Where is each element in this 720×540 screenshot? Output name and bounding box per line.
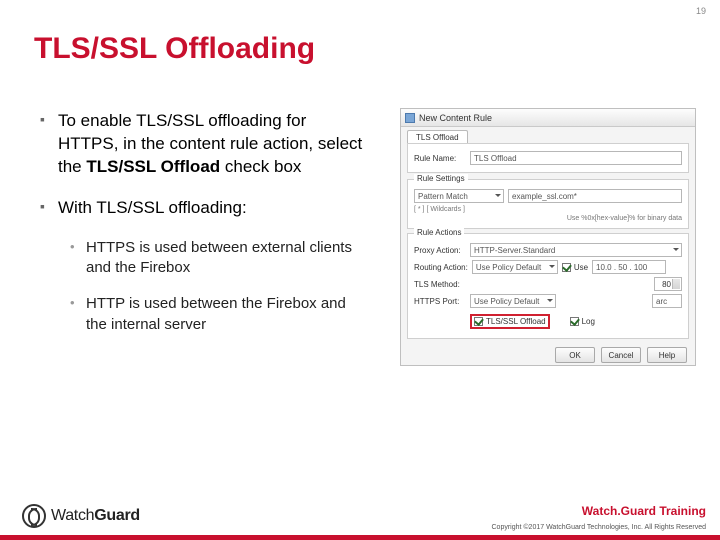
slide: 19 TLS/SSL Offloading ▪ To enable TLS/SS… <box>0 0 720 540</box>
https-port-combo[interactable]: Use Policy Default <box>470 294 556 308</box>
rule-actions-group: Rule Actions Proxy Action: HTTP-Server.S… <box>407 233 689 339</box>
footer: WatchGuard Watch.Guard Training Copyrigh… <box>0 490 720 540</box>
bullet-1-text: To enable TLS/SSL offloading for HTTPS, … <box>58 110 370 179</box>
cancel-button[interactable]: Cancel <box>601 347 641 363</box>
pattern-value-field[interactable]: example_ssl.com* <box>508 189 682 203</box>
tab-tls-offload[interactable]: TLS Offload <box>407 130 468 143</box>
https-port-label: HTTPS Port: <box>414 297 466 306</box>
ok-button[interactable]: OK <box>555 347 595 363</box>
bullet-2b-text: HTTP is used between the Firebox and the… <box>86 294 370 335</box>
training-label: Watch.Guard Training <box>582 504 706 518</box>
help-button[interactable]: Help <box>647 347 687 363</box>
logo-word2: Guard <box>94 507 140 524</box>
bullet-2: ▪ With TLS/SSL offloading: <box>40 197 370 220</box>
logo-word1: Watch <box>51 507 94 524</box>
routing-action-label: Routing Action: <box>414 263 468 272</box>
page-number: 19 <box>696 6 706 16</box>
rule-name-panel: Rule Name: TLS Offload <box>407 143 689 173</box>
binary-hint: Use %0x[hex-value]% for binary data <box>414 215 682 222</box>
dialog-titlebar[interactable]: New Content Rule <box>401 109 695 127</box>
footer-bar <box>0 535 720 540</box>
log-label: Log <box>582 317 595 326</box>
logo-icon <box>22 504 46 528</box>
arc-field[interactable]: arc <box>652 294 682 308</box>
ip-field[interactable]: 10.0 . 50 . 100 <box>592 260 666 274</box>
rule-name-label: Rule Name: <box>414 154 466 163</box>
dialog-buttons: OK Cancel Help <box>401 343 695 369</box>
slide-title: TLS/SSL Offloading <box>34 32 315 66</box>
proxy-action-combo[interactable]: HTTP-Server.Standard <box>470 243 682 257</box>
rule-settings-title: Rule Settings <box>414 174 468 183</box>
tls-method-label: TLS Method: <box>414 280 466 289</box>
port-field[interactable]: 80 <box>654 277 682 291</box>
bullet-2a-text: HTTPS is used between external clients a… <box>86 238 370 279</box>
routing-action-combo[interactable]: Use Policy Default <box>472 260 558 274</box>
dialog-tabrow: TLS Offload <box>401 127 695 143</box>
bullet-1-post: check box <box>220 157 301 176</box>
dialog-icon <box>405 113 415 123</box>
tls-offload-label: TLS/SSL Offload <box>486 317 546 326</box>
tls-offload-checkbox[interactable]: TLS/SSL Offload <box>474 317 546 326</box>
bullet-marker: ▪ <box>40 110 58 179</box>
pattern-match-combo[interactable]: Pattern Match <box>414 189 504 203</box>
bullet-1: ▪ To enable TLS/SSL offloading for HTTPS… <box>40 110 370 179</box>
subbullet-marker: • <box>70 238 86 279</box>
proxy-action-label: Proxy Action: <box>414 246 466 255</box>
tls-offload-highlight: TLS/SSL Offload <box>470 314 550 329</box>
rule-name-field[interactable]: TLS Offload <box>470 151 682 165</box>
bullet-2-text: With TLS/SSL offloading: <box>58 197 247 220</box>
logo-wordmark: WatchGuard <box>51 507 140 525</box>
dialog-title: New Content Rule <box>419 113 492 123</box>
copyright: Copyright ©2017 WatchGuard Technologies,… <box>492 524 707 531</box>
log-checkbox[interactable]: Log <box>570 317 595 326</box>
rule-settings-group: Rule Settings Pattern Match example_ssl.… <box>407 179 689 229</box>
content-area: ▪ To enable TLS/SSL offloading for HTTPS… <box>40 110 370 351</box>
bullet-marker: ▪ <box>40 197 58 220</box>
use-checkbox[interactable]: Use <box>562 263 588 272</box>
wildcards-hint: [ * ] [ Wildcards ] <box>414 206 682 213</box>
bullet-2b: • HTTP is used between the Firebox and t… <box>70 294 370 335</box>
bullet-1-bold: TLS/SSL Offload <box>86 157 220 176</box>
new-content-rule-dialog: New Content Rule TLS Offload Rule Name: … <box>400 108 696 366</box>
watchguard-logo: WatchGuard <box>22 504 140 528</box>
rule-actions-title: Rule Actions <box>414 228 464 237</box>
subbullet-marker: • <box>70 294 86 335</box>
use-label: Use <box>574 263 588 272</box>
bullet-2a: • HTTPS is used between external clients… <box>70 238 370 279</box>
